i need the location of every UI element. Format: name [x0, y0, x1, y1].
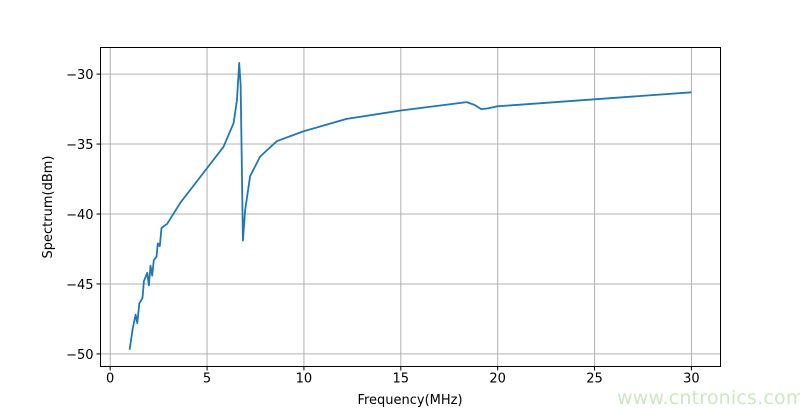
x-tick-label: 15	[393, 372, 410, 387]
x-tick-label: 30	[683, 372, 700, 387]
ticks: 0 5 10 15 20 25 30 −30 −35 −40 −45 −50	[66, 68, 700, 386]
grid	[100, 47, 721, 367]
x-tick-label: 5	[203, 372, 211, 387]
x-tick-label: 10	[296, 372, 313, 387]
y-tick-label: −30	[66, 68, 93, 83]
x-tick-label: 20	[489, 372, 506, 387]
x-tick-label: 25	[586, 372, 603, 387]
x-tick-label: 0	[106, 372, 114, 387]
x-axis-label: Frequency(MHz)	[357, 393, 462, 408]
y-axis-label: Spectrum(dBm)	[41, 156, 56, 259]
series-line	[128, 62, 692, 350]
y-tick-label: −40	[66, 208, 93, 223]
y-tick-label: −35	[66, 138, 93, 153]
watermark: www.cntronics.com	[617, 387, 800, 409]
y-tick-label: −45	[66, 278, 93, 293]
y-tick-label: −50	[66, 348, 93, 363]
plot-frame	[100, 47, 721, 367]
